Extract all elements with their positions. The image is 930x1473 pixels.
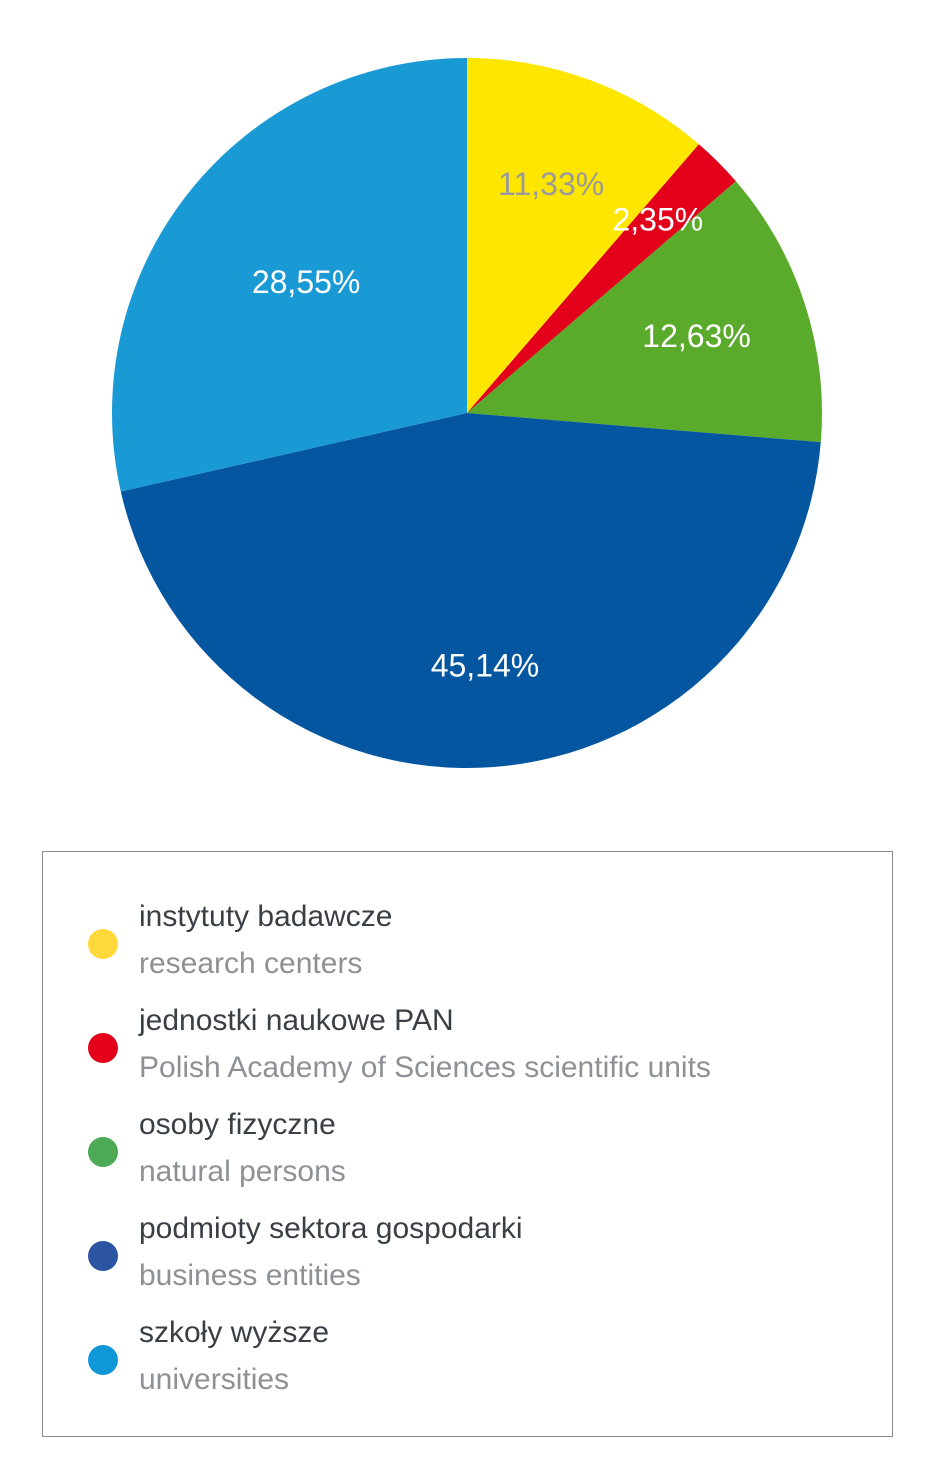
legend-label-en: universities [139, 1363, 290, 1396]
legend-label-pl: podmioty sektora gospodarki [139, 1212, 523, 1245]
legend-item-business-entities: podmioty sektora gospodarki business ent… [43, 1209, 892, 1309]
legend-swatch-pan-units [88, 1033, 118, 1063]
legend-item-universities: szkoły wyższe universities [43, 1313, 892, 1413]
pie-label-business-entities: 45,14% [431, 647, 540, 683]
legend-label-pl: instytuty badawcze [139, 900, 393, 933]
pie-label-natural-persons: 12,63% [642, 318, 751, 354]
pie-slice-pan-units [467, 144, 736, 413]
pie-slice-research-centers [467, 58, 699, 413]
legend-label-pl: osoby fizyczne [139, 1108, 336, 1141]
legend-label-en: business entities [139, 1259, 361, 1292]
legend-label-en: natural persons [139, 1155, 346, 1188]
legend-item-natural-persons: osoby fizyczne natural persons [43, 1105, 892, 1205]
pie-label-research-centers: 11,33% [498, 166, 604, 202]
legend-swatch-business-entities [88, 1241, 118, 1271]
legend-swatch-research-centers [88, 929, 118, 959]
pie-chart: 11,33%2,35% 12,63% 45,14% 28,55% [111, 58, 822, 768]
pie-label-universities: 28,55% [252, 264, 361, 300]
legend: instytuty badawcze research centers jedn… [42, 851, 893, 1437]
legend-item-research-centers: instytuty badawcze research centers [43, 897, 892, 997]
legend-swatch-universities [88, 1345, 118, 1375]
pie-label-pan-units: 2,35% [612, 202, 703, 238]
legend-swatch-natural-persons [88, 1137, 118, 1167]
pie-slice-universities [111, 58, 467, 492]
legend-label-en: Polish Academy of Sciences scientific un… [139, 1051, 711, 1084]
legend-label-pl: szkoły wyższe [139, 1316, 330, 1349]
pie-slice-natural-persons [467, 181, 822, 443]
pie-slice-business-entities [120, 413, 821, 768]
legend-label-pl: jednostki naukowe PAN [139, 1004, 454, 1037]
legend-label-en: research centers [139, 947, 363, 980]
legend-item-pan-units: jednostki naukowe PAN Polish Academy of … [43, 1001, 892, 1101]
